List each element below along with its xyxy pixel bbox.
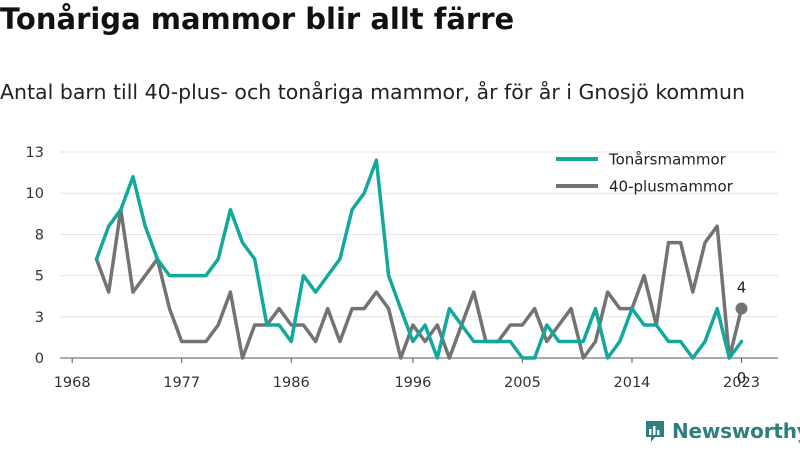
axes: 0 3 5 8 10 13 1968 1977 1986 1996 2005 2014 2023: [26, 145, 760, 391]
brand-name: Newsworthy: [672, 419, 800, 443]
y-tick-label: 13: [26, 145, 44, 161]
x-tick-label: 1986: [273, 375, 310, 391]
y-tick-label: 3: [35, 310, 44, 326]
y-tick-label: 5: [35, 269, 44, 285]
x-tick-label: 2023: [723, 375, 760, 391]
x-tick-label: 2005: [504, 375, 541, 391]
chart-subtitle: Antal barn till 40-plus- och tonåriga ma…: [0, 80, 745, 104]
brand-logo: Newsworthy: [644, 419, 800, 443]
x-tick-label: 1996: [394, 375, 431, 391]
x-tick-label: 2014: [614, 375, 651, 391]
legend: Tonårsmammor 40-plusmammor: [556, 151, 734, 196]
series-lines: [94, 158, 744, 360]
y-tick-label: 8: [35, 227, 44, 243]
end-point-40plus: [735, 302, 748, 315]
x-tick-label: 1977: [163, 375, 200, 391]
legend-label-40plus: 40-plusmammor: [609, 178, 734, 196]
series-line-teen: [94, 158, 744, 360]
end-label-40plus: 4: [737, 279, 747, 297]
end-labels: 40: [735, 279, 748, 387]
chart-title: Tonåriga mammor blir allt färre: [0, 2, 515, 36]
end-label-teen: 0: [737, 369, 747, 387]
y-tick-label: 0: [35, 351, 44, 367]
grid-lines: [60, 151, 778, 359]
y-tick-label: 10: [26, 186, 44, 202]
newsworthy-chart-icon: [644, 419, 666, 443]
x-tick-label: 1968: [54, 375, 91, 391]
legend-label-teen: Tonårsmammor: [608, 151, 727, 169]
